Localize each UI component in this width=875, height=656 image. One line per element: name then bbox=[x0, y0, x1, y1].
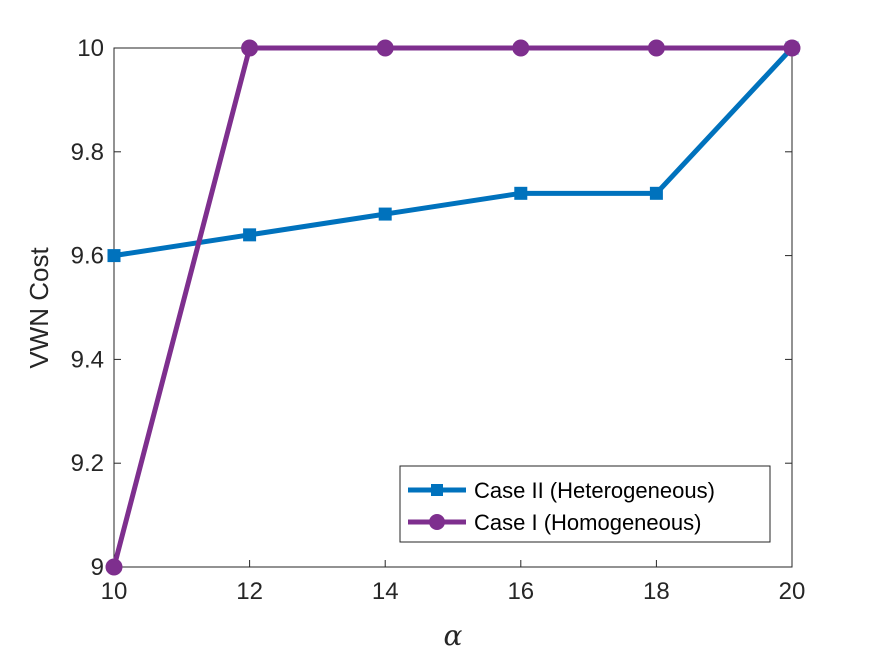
data-point-circle bbox=[783, 39, 801, 57]
y-tick-label: 10 bbox=[77, 35, 104, 62]
legend: Case II (Heterogeneous) Case I (Homogeneo… bbox=[399, 465, 771, 543]
y-axis-label: VWN Cost bbox=[24, 247, 54, 369]
x-tick-label: 10 bbox=[101, 578, 128, 605]
x-tick-label: 16 bbox=[507, 578, 534, 605]
x-axis-label: α bbox=[444, 619, 463, 652]
legend-entry-label: Case II (Heterogeneous) bbox=[474, 478, 715, 503]
y-axis: 9 9.2 9.4 9.6 9.8 10 bbox=[71, 35, 792, 581]
series-line bbox=[111, 45, 792, 568]
data-point-square bbox=[378, 207, 392, 221]
legend-box bbox=[399, 465, 771, 543]
data-point-circle bbox=[376, 39, 394, 57]
data-point-circle bbox=[105, 558, 123, 576]
legend-marker-circle bbox=[429, 514, 445, 530]
data-point-square bbox=[514, 186, 528, 200]
data-point-circle bbox=[241, 39, 259, 57]
y-tick-label: 9.4 bbox=[71, 346, 104, 373]
data-point-square bbox=[649, 186, 663, 200]
legend-marker-square bbox=[431, 484, 443, 496]
y-tick-label: 9.2 bbox=[71, 450, 104, 477]
data-point-circle bbox=[512, 39, 530, 57]
x-tick-label: 12 bbox=[236, 578, 263, 605]
series-line bbox=[113, 46, 794, 259]
y-tick-label: 9.6 bbox=[71, 243, 104, 270]
x-axis: 10 12 14 16 18 20 bbox=[101, 48, 806, 605]
x-tick-label: 20 bbox=[779, 578, 806, 605]
series-group bbox=[105, 39, 801, 576]
data-point-square bbox=[243, 228, 257, 242]
y-tick-label: 9.8 bbox=[71, 139, 104, 166]
legend-entry-label: Case I (Homogeneous) bbox=[474, 510, 701, 535]
data-point-square bbox=[107, 249, 121, 263]
x-tick-label: 18 bbox=[643, 578, 670, 605]
y-tick-label: 9 bbox=[91, 554, 104, 581]
data-point-circle bbox=[647, 39, 665, 57]
x-tick-label: 14 bbox=[372, 578, 399, 605]
